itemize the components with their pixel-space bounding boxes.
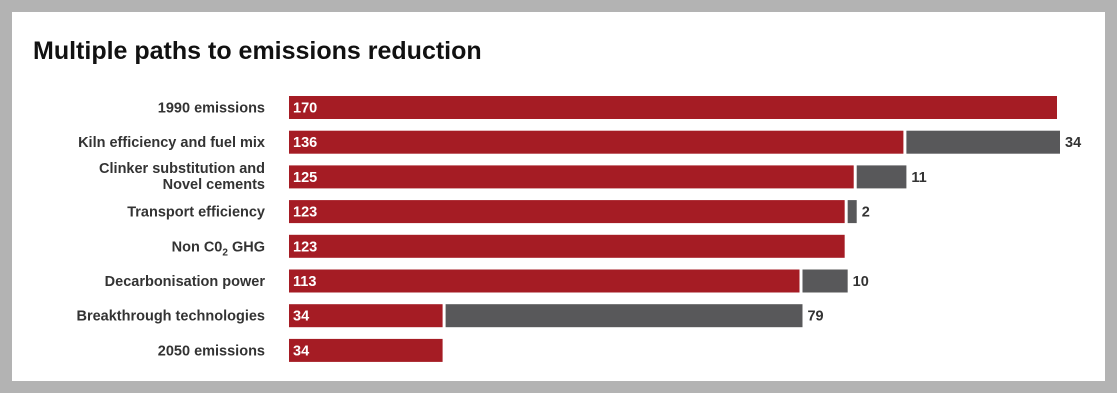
reduction-bar <box>802 269 848 293</box>
reduction-bar <box>847 200 857 224</box>
chart-card: Multiple paths to emissions reduction 19… <box>12 12 1105 381</box>
category-label: Non C02 GHG <box>172 239 265 258</box>
primary-bar <box>289 304 443 328</box>
category-label: Decarbonisation power <box>105 274 266 290</box>
primary-bar <box>289 130 904 154</box>
category-label: 2050 emissions <box>158 343 265 359</box>
reduction-bar <box>906 130 1060 154</box>
primary-value-label: 125 <box>293 170 317 186</box>
category-label: Kiln efficiency and fuel mix <box>78 135 265 151</box>
category-label: Breakthrough technologies <box>76 309 265 325</box>
chart-title: Multiple paths to emissions reduction <box>33 37 482 65</box>
primary-value-label: 136 <box>293 135 317 151</box>
category-label: Clinker substitution and Novel cements <box>99 161 265 193</box>
reduction-value-label: 79 <box>807 309 823 325</box>
primary-bar <box>289 96 1057 119</box>
primary-bar <box>289 165 854 189</box>
reduction-value-label: 34 <box>1065 135 1081 151</box>
primary-value-label: 170 <box>293 101 317 117</box>
reduction-value-label: 2 <box>862 205 870 221</box>
primary-bar <box>289 234 845 258</box>
primary-value-label: 123 <box>293 205 317 221</box>
primary-bar <box>289 200 845 224</box>
primary-value-label: 34 <box>293 309 309 325</box>
primary-value-label: 113 <box>293 274 316 290</box>
category-label: 1990 emissions <box>158 101 265 117</box>
reduction-value-label: 10 <box>853 274 869 290</box>
primary-bar <box>289 269 800 293</box>
primary-bar <box>289 338 443 362</box>
reduction-bar <box>445 304 803 328</box>
primary-value-label: 123 <box>293 239 317 255</box>
reduction-value-label: 11 <box>911 170 926 186</box>
category-label: Transport efficiency <box>127 205 265 221</box>
reduction-bar <box>856 165 907 189</box>
primary-value-label: 34 <box>293 343 309 359</box>
bar-chart: 1990 emissions 170 Kiln efficiency and fue… <box>76 96 1081 362</box>
